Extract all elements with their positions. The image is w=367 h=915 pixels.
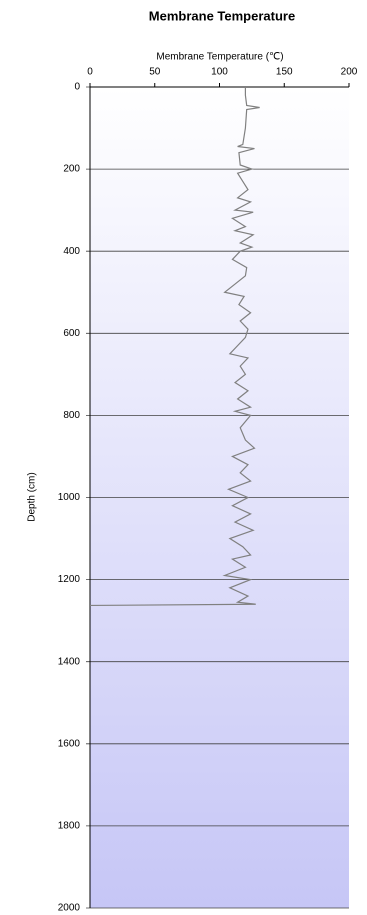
- x-axis-label: Membrane Temperature (℃): [156, 52, 283, 63]
- x-tick-label: 200: [341, 67, 358, 78]
- chart-title: Membrane Temperature: [149, 8, 295, 23]
- y-tick-label: 400: [63, 246, 80, 257]
- y-tick-label: 1800: [58, 821, 81, 832]
- y-tick-label: 1600: [58, 738, 81, 749]
- y-tick-label: 1200: [58, 574, 81, 585]
- y-tick-label: 1400: [58, 656, 81, 667]
- y-tick-label: 600: [63, 328, 80, 339]
- data-line: [89, 87, 260, 607]
- x-tick-label: 50: [149, 67, 161, 78]
- y-tick-label: 1000: [58, 492, 81, 503]
- y-tick-label: 200: [63, 164, 80, 175]
- x-tick-label: 0: [87, 67, 93, 78]
- x-tick-label: 100: [211, 67, 228, 78]
- y-axis-label: Depth (cm): [27, 472, 38, 521]
- y-tick-label: 800: [63, 410, 80, 421]
- x-tick-label: 150: [276, 67, 293, 78]
- y-tick-label: 0: [74, 82, 80, 93]
- y-tick-label: 2000: [58, 903, 81, 914]
